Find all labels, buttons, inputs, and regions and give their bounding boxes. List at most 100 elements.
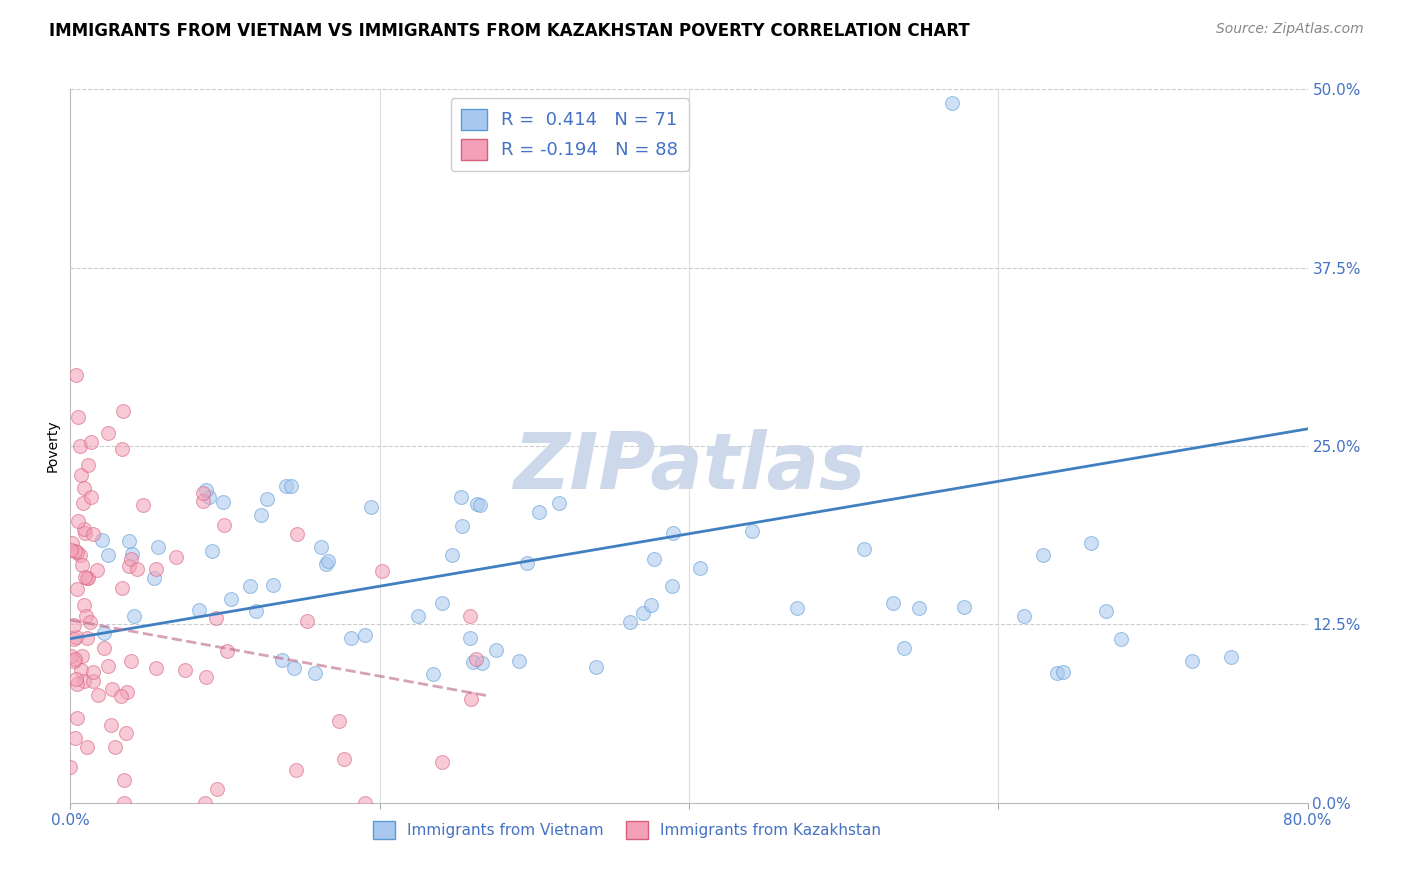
Point [96,658,118,673]
Point [516,556,538,570]
Point [250,508,273,523]
Point [1032,548,1054,562]
Point [66,676,89,690]
Text: ZIPatlas: ZIPatlas [513,429,865,506]
Point [467,497,489,511]
Point [893,641,915,656]
Point [371,564,394,578]
Point [360,500,382,515]
Point [72,496,94,510]
Point [406,609,429,624]
Point [458,609,481,624]
Point [465,652,488,666]
Point [82,673,104,688]
Y-axis label: Poverty: Poverty [45,420,59,472]
Point [245,603,267,617]
Point [82,527,104,541]
Point [63,543,86,558]
Point [80,490,103,504]
Point [309,540,332,554]
Point [77,571,100,585]
Point [93,640,115,655]
Point [110,581,132,595]
Point [191,486,214,500]
Point [187,603,209,617]
Point [643,552,665,566]
Point [853,542,876,557]
Point [471,657,494,671]
Point [101,681,124,696]
Point [77,458,100,472]
Point [548,496,571,510]
Point [1095,604,1118,618]
Point [212,495,235,509]
Point [432,596,454,610]
Point [271,653,294,667]
Point [59,760,82,774]
Point [132,499,155,513]
Point [1220,650,1243,665]
Point [689,560,711,574]
Point [100,718,122,732]
Point [463,655,485,669]
Point [508,654,530,668]
Point [72,558,94,573]
Point [110,689,132,703]
Point [76,571,98,585]
Point [79,615,101,630]
Point [63,617,86,632]
Point [73,598,96,612]
Point [120,551,142,566]
Point [75,609,97,624]
Point [274,478,297,492]
Point [485,643,508,657]
Point [59,648,82,663]
Point [127,562,149,576]
Point [117,558,139,573]
Point [194,796,217,810]
Point [145,661,167,675]
Point [111,442,134,457]
Point [143,571,166,585]
Point [422,666,444,681]
Point [907,601,929,615]
Legend: Immigrants from Vietnam, Immigrants from Kazakhstan: Immigrants from Vietnam, Immigrants from… [367,815,887,845]
Point [585,659,607,673]
Text: Source: ZipAtlas.com: Source: ZipAtlas.com [1216,22,1364,37]
Point [118,534,141,549]
Point [239,579,262,593]
Point [339,632,361,646]
Point [458,631,481,645]
Point [205,782,228,797]
Point [661,579,683,593]
Point [148,540,170,554]
Point [62,654,84,668]
Point [97,425,120,440]
Point [212,518,235,533]
Point [69,664,91,678]
Point [59,542,82,557]
Point [195,483,218,497]
Point [1052,665,1074,680]
Point [63,652,86,666]
Point [280,479,302,493]
Point [174,663,197,677]
Point [941,96,963,111]
Point [73,522,96,536]
Point [882,596,904,610]
Point [121,547,143,561]
Point [1046,665,1069,680]
Point [328,714,350,729]
Point [67,410,90,425]
Point [354,796,377,810]
Point [1012,609,1035,624]
Point [82,665,104,680]
Point [60,536,83,550]
Point [1080,535,1102,549]
Point [115,685,138,699]
Point [430,755,453,769]
Point [440,548,463,562]
Point [65,630,87,644]
Point [470,498,492,512]
Point [262,578,284,592]
